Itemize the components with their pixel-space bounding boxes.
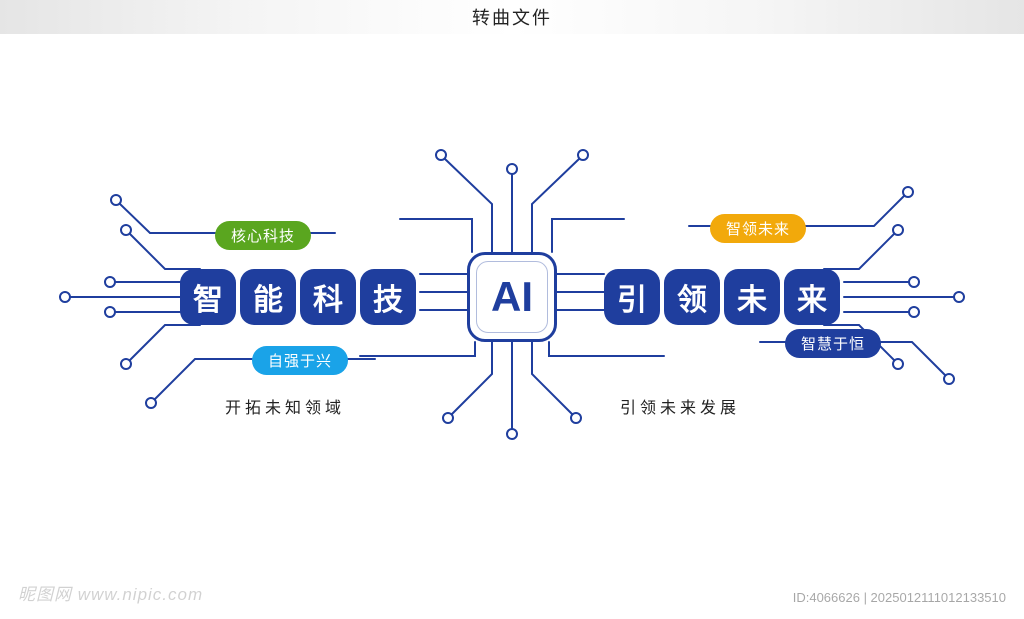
pill-label: 智慧于恒 bbox=[785, 329, 881, 358]
pill-label: 智领未来 bbox=[710, 214, 806, 243]
watermark-text: 昵图网 www.nipic.com bbox=[18, 580, 203, 605]
sub-text: 开拓未知领域 bbox=[225, 394, 345, 418]
center-chip-label: AI bbox=[491, 273, 533, 321]
diagram-stage: AI 智能科技 引领未来 核心科技自强于兴智领未来智慧于恒 开拓未知领域引领未来… bbox=[0, 34, 1024, 619]
center-chip: AI bbox=[467, 252, 557, 342]
char-box: 引 bbox=[604, 269, 660, 325]
char-box: 能 bbox=[240, 269, 296, 325]
char-box: 未 bbox=[724, 269, 780, 325]
meta-text: ID:4066626 | 2025012111012133510 bbox=[793, 590, 1006, 605]
text-block-right: 引领未来 bbox=[604, 269, 840, 325]
pill-label: 自强于兴 bbox=[252, 346, 348, 375]
pill-label: 核心科技 bbox=[215, 221, 311, 250]
char-box: 智 bbox=[180, 269, 236, 325]
sub-text: 引领未来发展 bbox=[620, 394, 740, 418]
char-box: 来 bbox=[784, 269, 840, 325]
char-box: 领 bbox=[664, 269, 720, 325]
char-box: 技 bbox=[360, 269, 416, 325]
header-bar: 转曲文件 bbox=[0, 0, 1024, 34]
header-title: 转曲文件 bbox=[472, 4, 552, 30]
char-box: 科 bbox=[300, 269, 356, 325]
text-block-left: 智能科技 bbox=[180, 269, 416, 325]
